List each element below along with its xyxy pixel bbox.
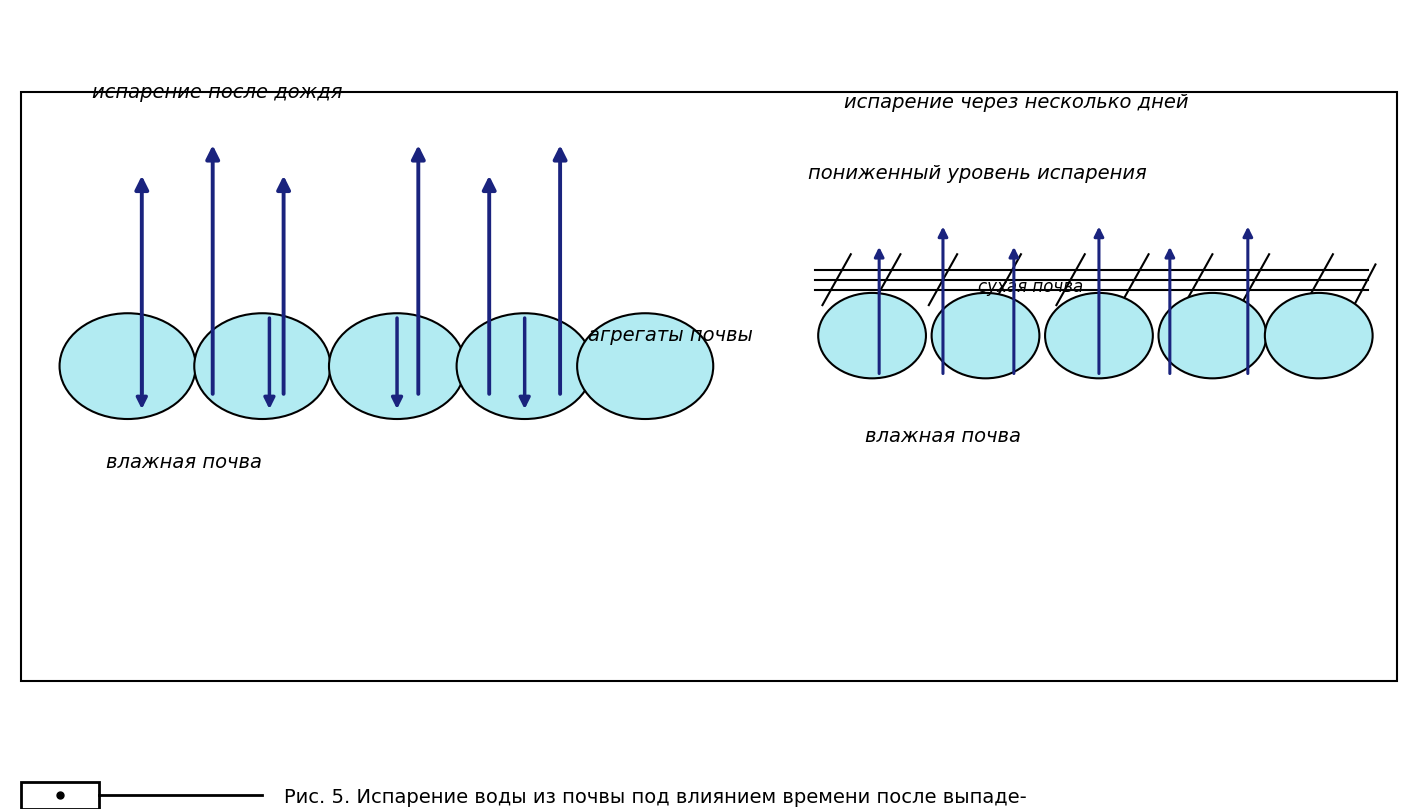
Ellipse shape [60,313,196,419]
Bar [21,91,1397,681]
Text: сухая почва: сухая почва [978,277,1083,296]
Ellipse shape [457,313,593,419]
Bar [21,781,99,809]
Text: влажная почва: влажная почва [865,427,1021,446]
Ellipse shape [1045,293,1153,379]
Ellipse shape [1265,293,1373,379]
Ellipse shape [1159,293,1266,379]
Text: Рис. 5. Испарение воды из почвы под влиянием времени после выпаде-
ния дождя.: Рис. 5. Испарение воды из почвы под влия… [284,788,1027,809]
Ellipse shape [577,313,713,419]
Text: испарение после дождя: испарение после дождя [92,83,343,102]
Text: испарение через несколько дней: испарение через несколько дней [844,93,1188,112]
Ellipse shape [194,313,330,419]
Ellipse shape [818,293,926,379]
Ellipse shape [329,313,465,419]
Text: влажная почва: влажная почва [106,452,262,472]
Text: агрегаты почвы: агрегаты почвы [588,326,753,345]
Ellipse shape [932,293,1039,379]
Text: пониженный уровень испарения: пониженный уровень испарения [808,164,1147,183]
